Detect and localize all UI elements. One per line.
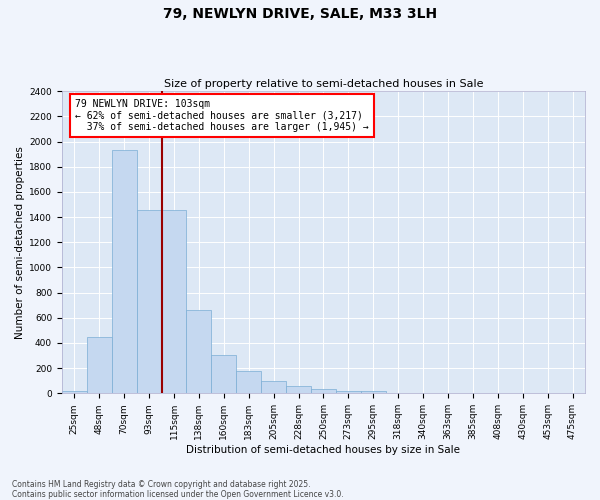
Bar [286, 386, 311, 394]
Bar [187, 310, 211, 394]
Text: 79, NEWLYN DRIVE, SALE, M33 3LH: 79, NEWLYN DRIVE, SALE, M33 3LH [163, 8, 437, 22]
Bar [336, 391, 361, 394]
Bar [361, 391, 386, 394]
Bar [211, 355, 236, 394]
Text: 79 NEWLYN DRIVE: 103sqm
← 62% of semi-detached houses are smaller (3,217)
  37% : 79 NEWLYN DRIVE: 103sqm ← 62% of semi-de… [75, 98, 369, 132]
Bar [137, 210, 161, 394]
Bar [311, 389, 336, 394]
Y-axis label: Number of semi-detached properties: Number of semi-detached properties [15, 146, 25, 338]
Bar [112, 150, 137, 394]
Bar [87, 336, 112, 394]
Bar [236, 372, 261, 394]
Title: Size of property relative to semi-detached houses in Sale: Size of property relative to semi-detach… [164, 79, 483, 89]
Bar [161, 210, 187, 394]
Text: Contains HM Land Registry data © Crown copyright and database right 2025.
Contai: Contains HM Land Registry data © Crown c… [12, 480, 344, 499]
Bar [261, 382, 286, 394]
X-axis label: Distribution of semi-detached houses by size in Sale: Distribution of semi-detached houses by … [187, 445, 460, 455]
Bar [62, 390, 87, 394]
